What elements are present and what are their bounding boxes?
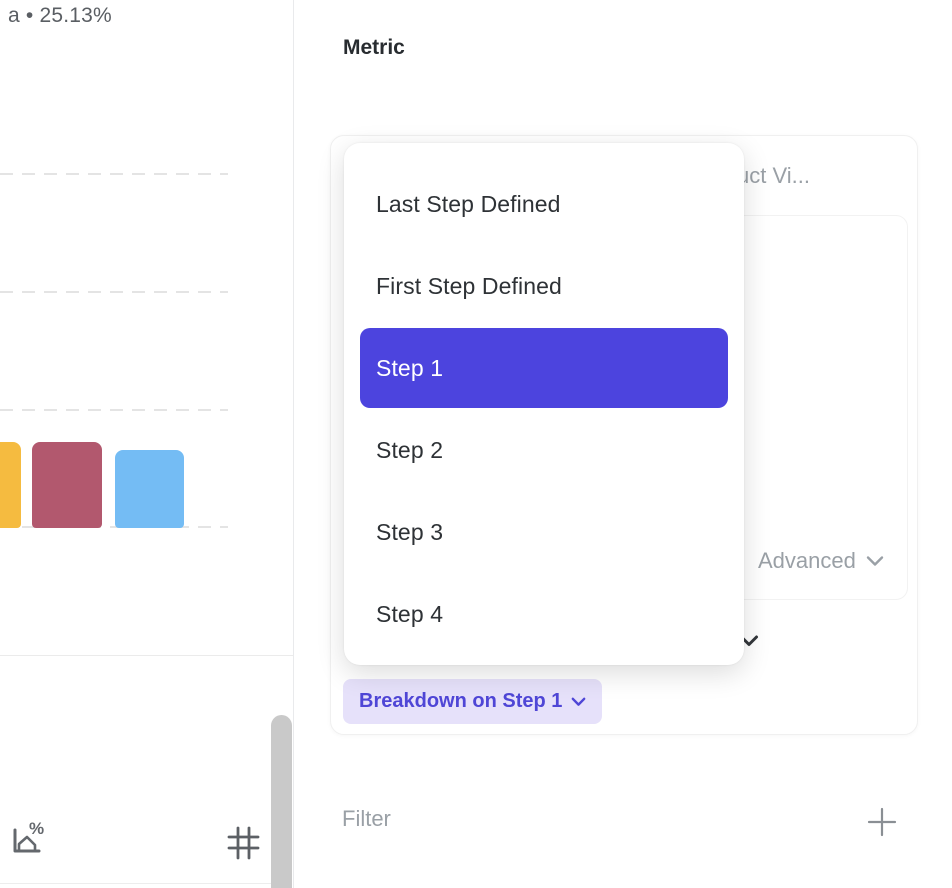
chart-baseline bbox=[0, 526, 228, 528]
expand-metric-chevron[interactable] bbox=[739, 634, 759, 653]
advanced-label: Advanced bbox=[758, 548, 856, 573]
advanced-toggle[interactable]: Advanced bbox=[758, 548, 884, 574]
event-name-truncated: uct Vi... bbox=[737, 163, 810, 188]
chevron-down-icon bbox=[571, 697, 586, 706]
filter-section-title: Filter bbox=[342, 806, 391, 831]
chart-preview-panel: a • 25.13% % bbox=[0, 0, 293, 888]
step-select-dropdown: Last Step Defined First Step Defined Ste… bbox=[344, 143, 744, 665]
bottom-hairline bbox=[0, 883, 272, 884]
breakdown-button-label: Breakdown on Step 1 bbox=[359, 690, 563, 712]
svg-text:%: % bbox=[29, 819, 44, 838]
chart-gridline bbox=[0, 291, 228, 293]
bar-segment-orange[interactable] bbox=[0, 442, 21, 528]
bar-segment-maroon[interactable] bbox=[32, 442, 102, 528]
dropdown-option-last-step-defined[interactable]: Last Step Defined bbox=[376, 190, 561, 217]
add-filter-button[interactable] bbox=[866, 806, 898, 838]
panel-divider bbox=[293, 0, 294, 888]
chart-footer-divider bbox=[0, 655, 293, 656]
dropdown-option-step-4[interactable]: Step 4 bbox=[376, 600, 444, 627]
chevron-down-icon bbox=[740, 635, 758, 646]
vertical-scrollbar-thumb[interactable] bbox=[271, 715, 292, 888]
metric-section-title: Metric bbox=[343, 36, 405, 59]
chevron-down-icon bbox=[866, 556, 884, 566]
chart-gridline bbox=[0, 409, 228, 411]
dropdown-option-step-3[interactable]: Step 3 bbox=[376, 518, 444, 545]
breakdown-on-step-button[interactable]: Breakdown on Step 1 bbox=[343, 679, 603, 724]
bar-segment-blue[interactable] bbox=[115, 450, 184, 528]
dropdown-option-step-1[interactable]: Step 1 bbox=[360, 328, 728, 408]
dropdown-option-step-2[interactable]: Step 2 bbox=[376, 436, 444, 463]
hash-number-icon[interactable] bbox=[225, 823, 263, 863]
conversion-chart-percent-icon[interactable]: % bbox=[8, 818, 48, 860]
chart-gridline bbox=[0, 173, 228, 175]
dropdown-option-first-step-defined[interactable]: First Step Defined bbox=[376, 272, 562, 299]
series-legend-label: a • 25.13% bbox=[8, 4, 112, 27]
